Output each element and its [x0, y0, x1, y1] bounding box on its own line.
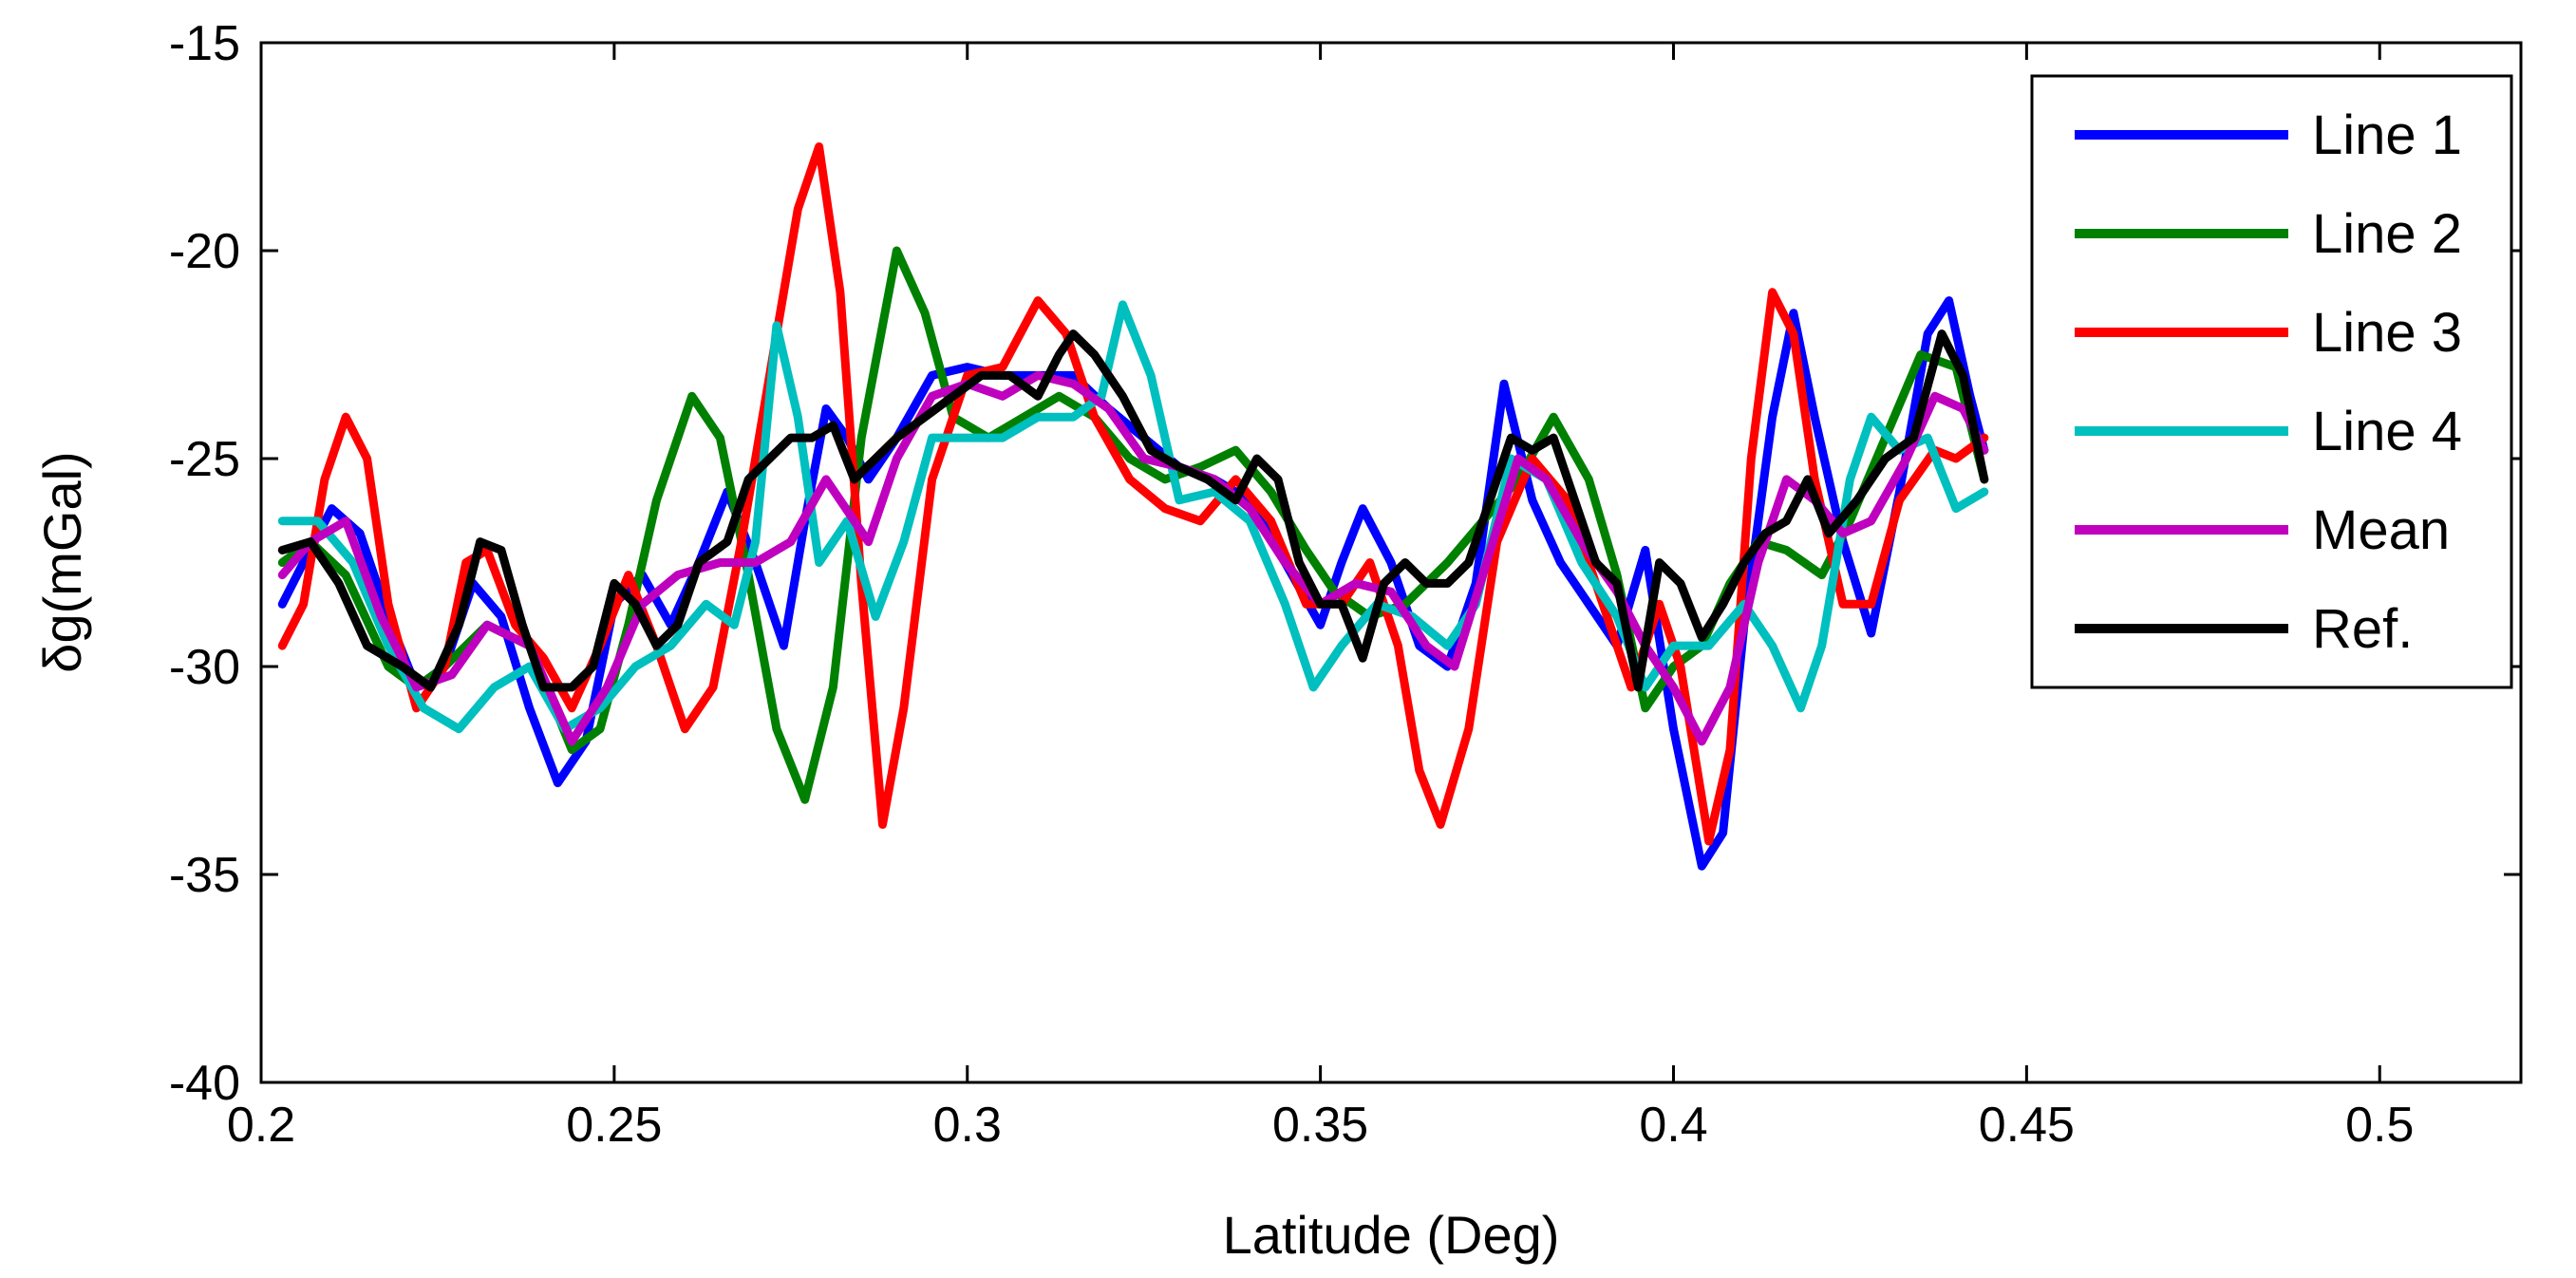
x-tick-label: 0.35: [1272, 1098, 1368, 1153]
plot-frame: [259, 41, 2523, 1084]
x-tick-label: 0.45: [1979, 1098, 2075, 1153]
y-tick-label: -35: [169, 848, 240, 903]
x-tick-label: 0.25: [566, 1098, 662, 1153]
series-layer: [277, 142, 1989, 871]
legend-entry-6: Ref.: [2312, 598, 2413, 660]
series-line-6: [277, 329, 1989, 692]
x-tick-label: 0.3: [933, 1098, 1002, 1153]
legend-box: [2030, 74, 2513, 689]
legend-entry-4: Line 4: [2312, 401, 2462, 462]
tick-layer: 0.2 0.25 0.3 0.35 0.4 0.45 0.5 -40 -35 -30 -25 -20 -…: [169, 16, 2521, 1153]
x-tick-label: 0.2: [227, 1098, 295, 1153]
y-tick-label: -30: [169, 640, 240, 695]
y-tick-label: -40: [169, 1056, 240, 1111]
y-tick-label: -25: [169, 432, 240, 487]
x-tick-label: 0.4: [1639, 1098, 1707, 1153]
legend-entry-5: Mean: [2312, 499, 2450, 561]
series-line-4: [277, 300, 1989, 734]
y-tick-label: -20: [169, 224, 240, 279]
legend-entry-1: Line 1: [2312, 104, 2462, 166]
legend: Line 1 Line 2 Line 3 Line 4 Mean Ref.: [2030, 74, 2513, 689]
legend-entry-3: Line 3: [2312, 302, 2462, 364]
x-tick-label: 0.5: [2345, 1098, 2414, 1153]
x-axis-label: Latitude (Deg): [1223, 1205, 1560, 1265]
y-tick-label: -15: [169, 16, 240, 71]
legend-entry-2: Line 2: [2312, 203, 2462, 265]
y-axis-label: δg(mGal): [32, 451, 92, 672]
